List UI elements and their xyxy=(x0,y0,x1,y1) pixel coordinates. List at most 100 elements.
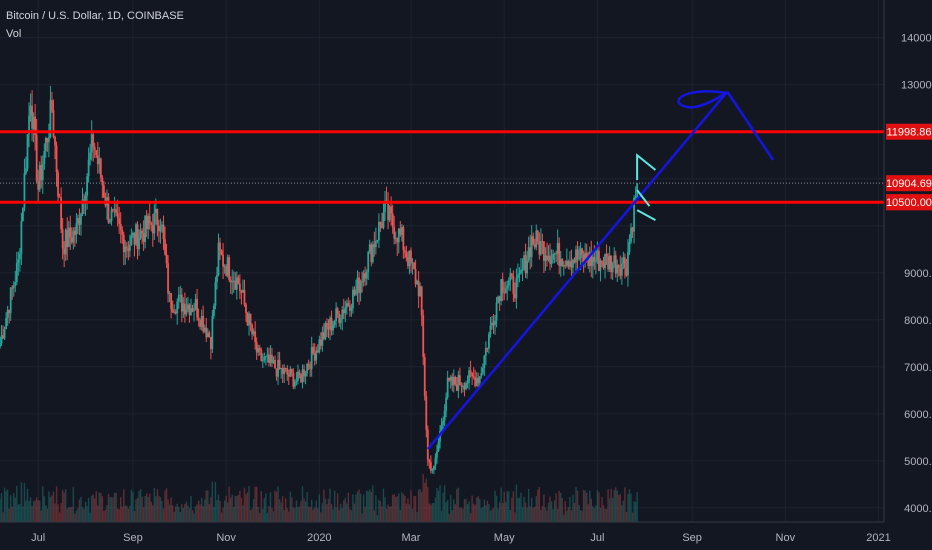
volume-bar xyxy=(0,492,3,522)
candle-body xyxy=(520,270,522,273)
volume-bar xyxy=(454,504,457,522)
candle-body xyxy=(419,286,422,297)
candle-body xyxy=(614,255,617,274)
volume-bar xyxy=(566,510,568,522)
candle-body xyxy=(182,303,185,312)
candle-body xyxy=(332,324,334,331)
candle-body xyxy=(72,230,75,243)
volume-bar xyxy=(159,497,162,522)
volume-bar xyxy=(556,509,559,522)
volume-bar xyxy=(514,512,516,522)
volume-bar xyxy=(462,508,464,522)
candle-body xyxy=(579,248,582,258)
candle-body xyxy=(232,280,235,282)
volume-bar xyxy=(251,508,253,522)
volume-bar xyxy=(16,485,18,522)
volume-bar xyxy=(509,509,512,522)
candle-body xyxy=(272,359,275,363)
volume-bar xyxy=(150,501,152,522)
volume-bar xyxy=(142,507,145,522)
volume-bar xyxy=(622,500,625,522)
candle-body xyxy=(144,215,147,242)
candle-body xyxy=(61,229,64,249)
candle-body xyxy=(151,224,154,234)
candle-body xyxy=(165,254,168,264)
volume-bar xyxy=(80,496,82,522)
candle-body xyxy=(391,213,394,227)
candle-body xyxy=(51,100,53,111)
candle-body xyxy=(488,334,490,349)
volume-bar xyxy=(390,506,392,522)
volume-bar xyxy=(572,494,574,522)
candle-body xyxy=(133,232,136,245)
candle-body xyxy=(549,255,551,264)
candle-body xyxy=(541,240,544,242)
volume-bar xyxy=(167,499,169,522)
volume-bar xyxy=(124,505,126,522)
volume-bar xyxy=(303,498,305,522)
volume-bar xyxy=(2,512,4,522)
volume-bar xyxy=(87,497,90,522)
candle-body xyxy=(37,181,40,190)
candle-body xyxy=(414,269,417,285)
volume-bar xyxy=(320,512,322,522)
volume-bar xyxy=(25,500,27,522)
candle-body xyxy=(484,347,487,356)
candle-body xyxy=(11,287,14,289)
price-tick-label: 7000.00 xyxy=(904,362,932,374)
candle-body xyxy=(436,451,438,458)
candle-body xyxy=(211,315,214,350)
candle-body xyxy=(619,268,622,276)
volume-bar xyxy=(567,507,570,522)
volume-bar xyxy=(5,490,7,522)
volume-bar xyxy=(387,504,389,522)
candle-body xyxy=(443,410,446,421)
volume-bar xyxy=(217,494,220,522)
volume-bar xyxy=(327,498,330,522)
volume-bar xyxy=(569,496,571,522)
volume-bar xyxy=(633,501,635,522)
candle-body xyxy=(164,239,166,255)
volume-bar xyxy=(20,482,23,522)
candle-body xyxy=(87,159,90,177)
volume-bar xyxy=(375,495,377,522)
volume-bar xyxy=(228,486,230,522)
volume-bar xyxy=(379,501,382,522)
candle-body xyxy=(543,241,545,261)
time-tick-label: Jul xyxy=(590,532,604,544)
candle-body xyxy=(347,303,350,306)
candle-body xyxy=(63,248,66,255)
volume-bar xyxy=(231,494,233,522)
candle-body xyxy=(268,354,270,363)
candle-body xyxy=(34,116,37,136)
candle-body xyxy=(374,241,377,248)
volume-bar xyxy=(402,494,405,522)
volume-bar xyxy=(236,496,238,522)
candle-body xyxy=(252,331,255,335)
volume-bar xyxy=(413,496,415,522)
volume-bar xyxy=(329,488,331,522)
candle-body xyxy=(407,257,409,267)
candle-body xyxy=(237,277,240,284)
price-tick-label: 4000.00 xyxy=(904,503,932,515)
volume-bar xyxy=(312,509,314,522)
volume-bar xyxy=(356,491,359,522)
volume-bar xyxy=(58,512,61,522)
volume-bar xyxy=(107,493,110,522)
volume-bar xyxy=(147,497,149,522)
volume-bar xyxy=(278,499,281,522)
candle-body xyxy=(367,251,370,272)
candle-body xyxy=(9,287,12,314)
volume-bar xyxy=(524,502,527,522)
volume-bar xyxy=(118,509,120,522)
volume-bar xyxy=(8,508,10,522)
candle-body xyxy=(602,262,605,269)
candle-body xyxy=(73,230,76,235)
volume-bar xyxy=(520,492,522,522)
volume-bar xyxy=(210,497,212,522)
volume-bar xyxy=(607,489,609,522)
candle-body xyxy=(353,289,356,295)
volume-bar xyxy=(587,504,589,522)
volume-bar xyxy=(86,506,88,522)
